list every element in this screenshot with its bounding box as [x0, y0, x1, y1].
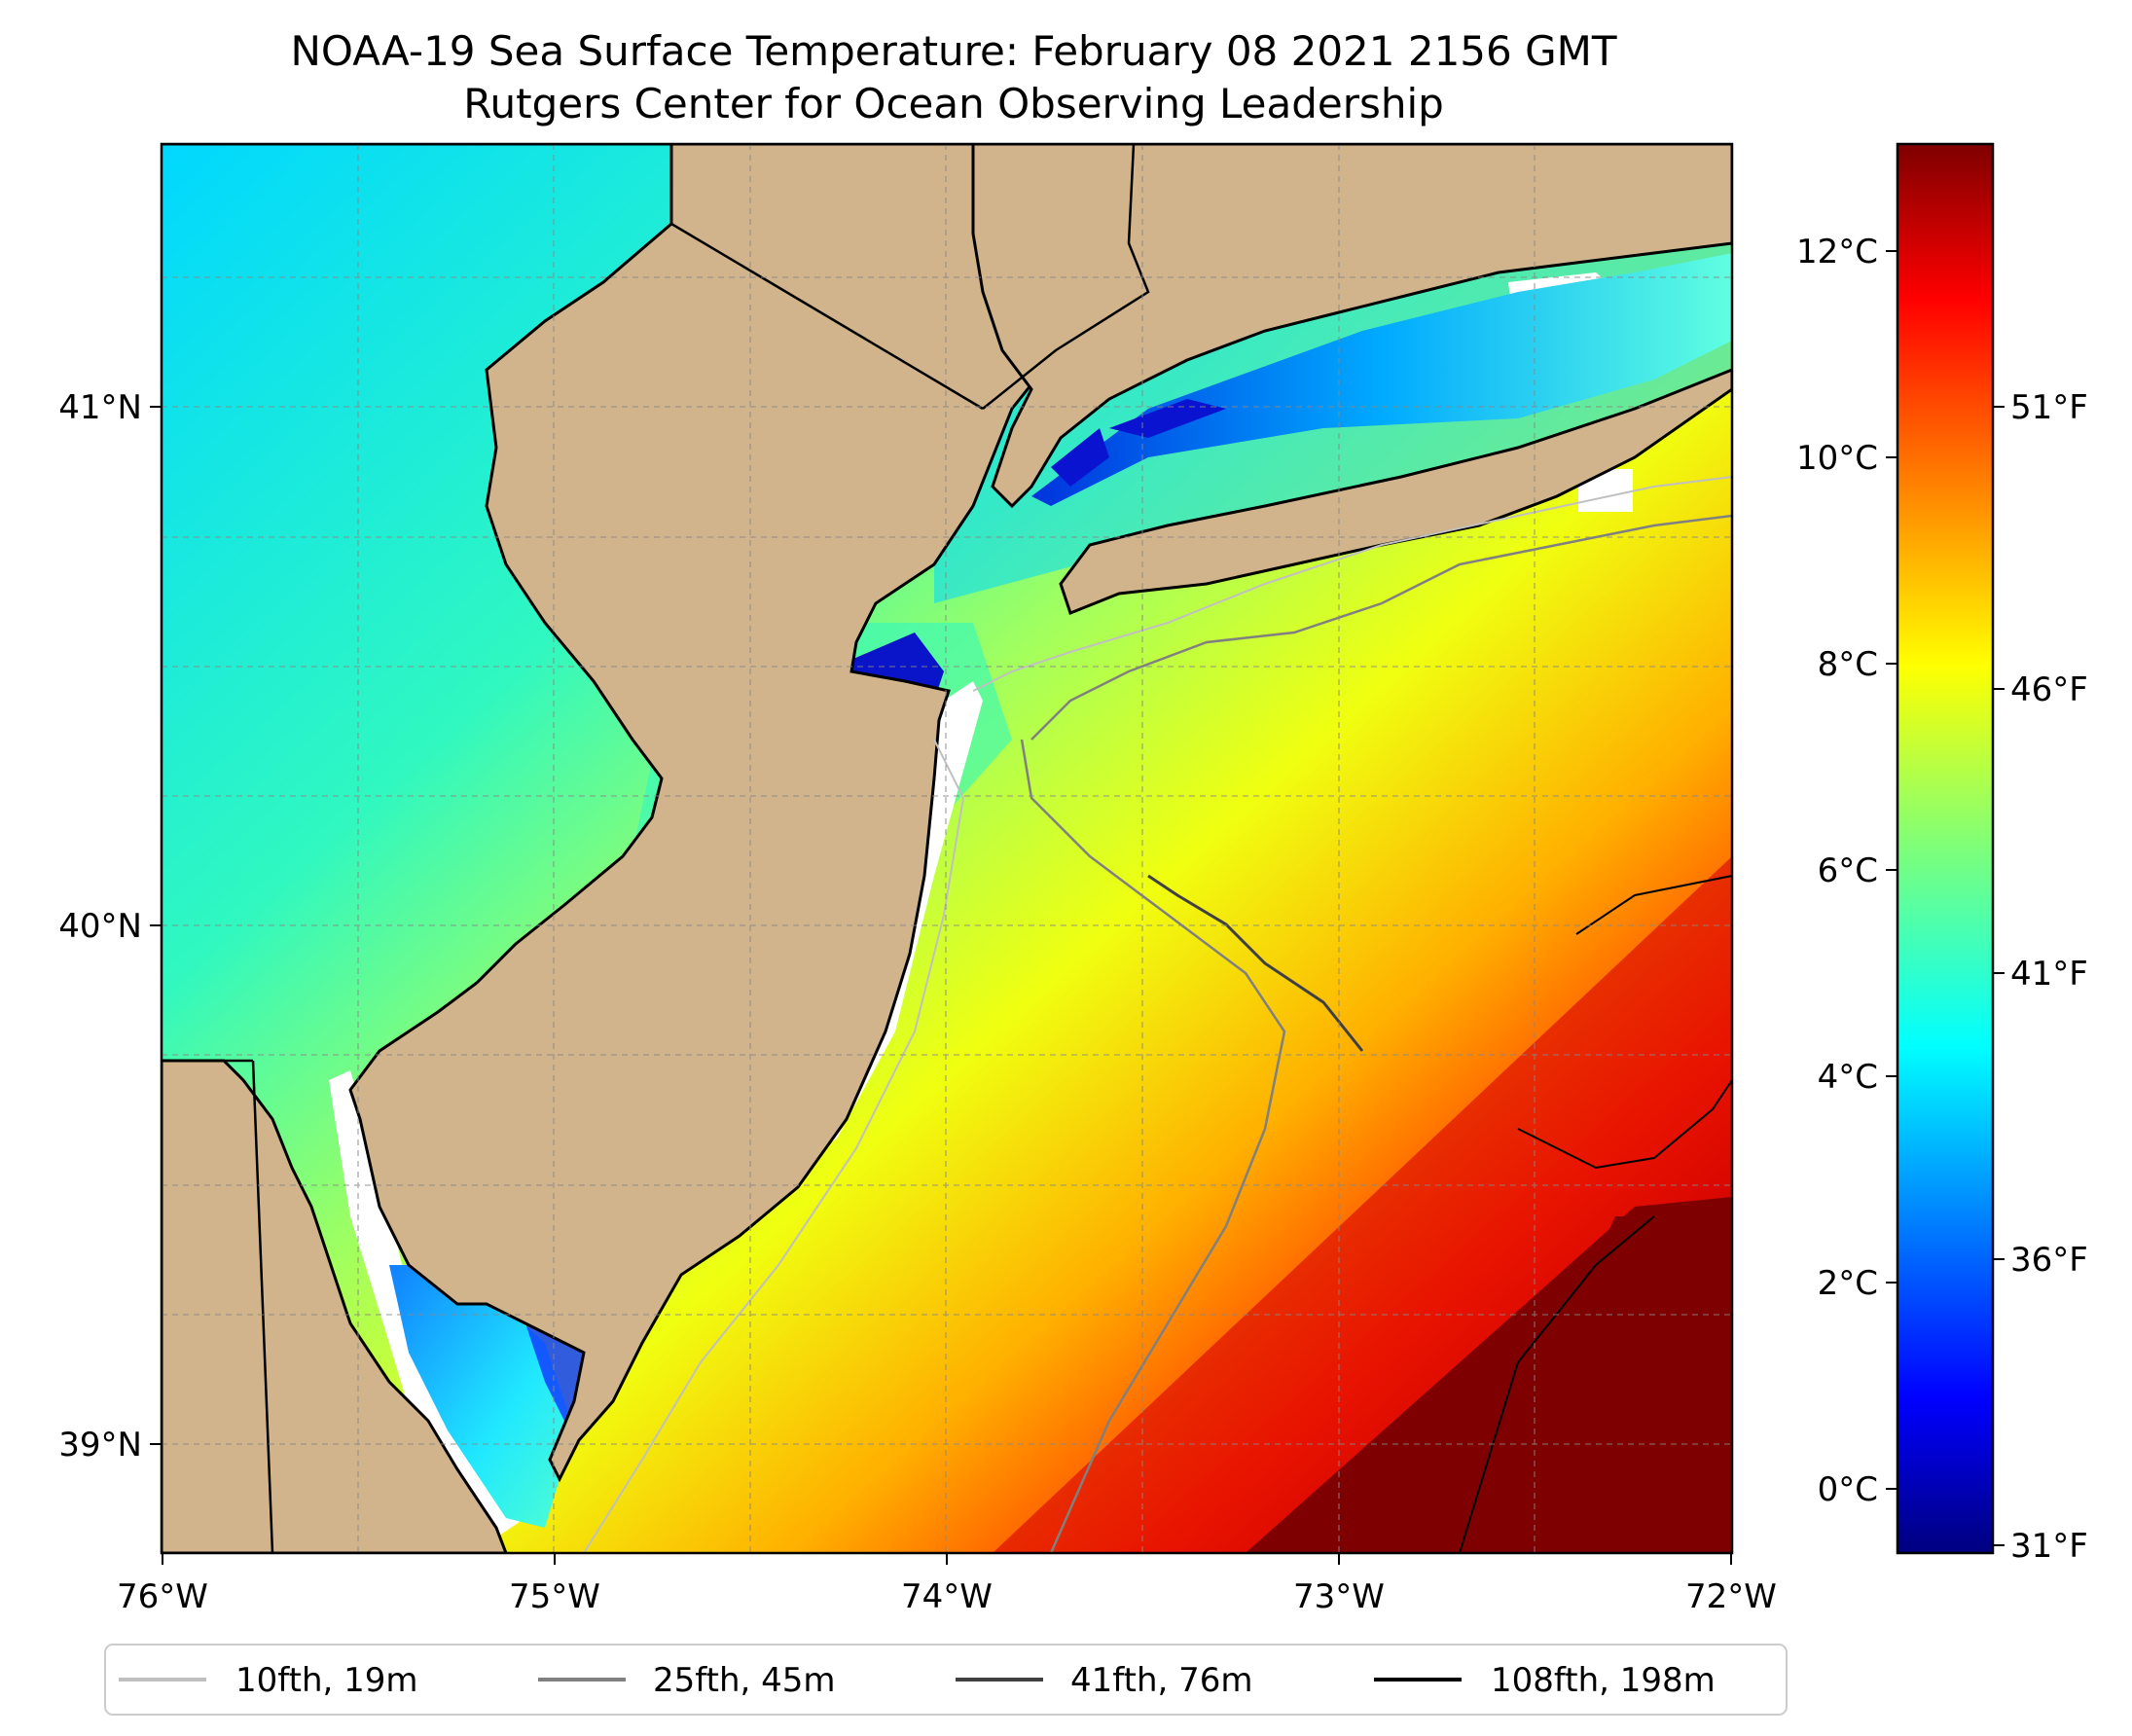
cbar-tick-6c: 6°C — [1818, 851, 1878, 890]
legend-label-41fth: 41fth, 76m — [1070, 1661, 1253, 1700]
cbar-tick-51f: 51°F — [2010, 388, 2088, 427]
cbar-tick-2c: 2°C — [1818, 1264, 1878, 1303]
contour-25fth — [1020, 514, 1732, 1553]
lon-tick-75w: 75°W — [509, 1577, 600, 1616]
lat-tick-41n: 41°N — [58, 388, 142, 427]
map-title: NOAA-19 Sea Surface Temperature: Februar… — [290, 27, 1617, 75]
cbar-tick-31f: 31°F — [2010, 1527, 2088, 1566]
colorbar-gradient — [1896, 142, 1995, 1555]
lon-axis: 76°W 75°W 74°W 73°W 72°W — [117, 1553, 1777, 1616]
cbar-tick-36f: 36°F — [2010, 1241, 2088, 1280]
cbar-tick-8c: 8°C — [1818, 645, 1878, 684]
cbar-tick-41f: 41°F — [2010, 955, 2088, 994]
lon-tick-76w: 76°W — [117, 1577, 208, 1616]
map-area — [162, 144, 1732, 1553]
map-subtitle: Rutgers Center for Ocean Observing Leade… — [463, 80, 1444, 127]
contour-10fth — [583, 476, 1732, 1553]
lon-tick-74w: 74°W — [901, 1577, 993, 1616]
cbar-tick-46f: 46°F — [2010, 670, 2088, 709]
cbar-tick-4c: 4°C — [1818, 1058, 1878, 1097]
legend-label-108fth: 108fth, 198m — [1491, 1661, 1716, 1700]
legend-label-25fth: 25fth, 45m — [653, 1661, 836, 1700]
lat-tick-39n: 39°N — [58, 1426, 142, 1465]
map-gridlines — [162, 144, 1732, 1553]
legend-box — [104, 1644, 1788, 1716]
legend-label-10fth: 10fth, 19m — [235, 1661, 418, 1700]
cbar-tick-12c: 12°C — [1796, 233, 1878, 271]
colorbar: 12°C 10°C 8°C 6°C 4°C 2°C 0°C 51°F 46°F … — [1796, 142, 2088, 1566]
contour-41fth — [1147, 874, 1364, 1052]
lon-tick-72w: 72°W — [1685, 1577, 1777, 1616]
state-boundaries — [162, 144, 1150, 1553]
contour-108fth — [1459, 875, 1732, 1553]
lon-tick-73w: 73°W — [1293, 1577, 1385, 1616]
cbar-tick-10c: 10°C — [1796, 439, 1878, 478]
contour-legend: 10fth, 19m 25fth, 45m 41fth, 76m 108fth,… — [104, 1644, 1788, 1716]
bathymetry-contours — [583, 476, 1732, 1553]
land — [162, 144, 1732, 1553]
lat-axis: 41°N 40°N 39°N — [58, 388, 162, 1465]
cbar-tick-0c: 0°C — [1818, 1470, 1878, 1509]
lat-tick-40n: 40°N — [58, 907, 142, 946]
long-island-sound-sst — [1031, 253, 1732, 506]
